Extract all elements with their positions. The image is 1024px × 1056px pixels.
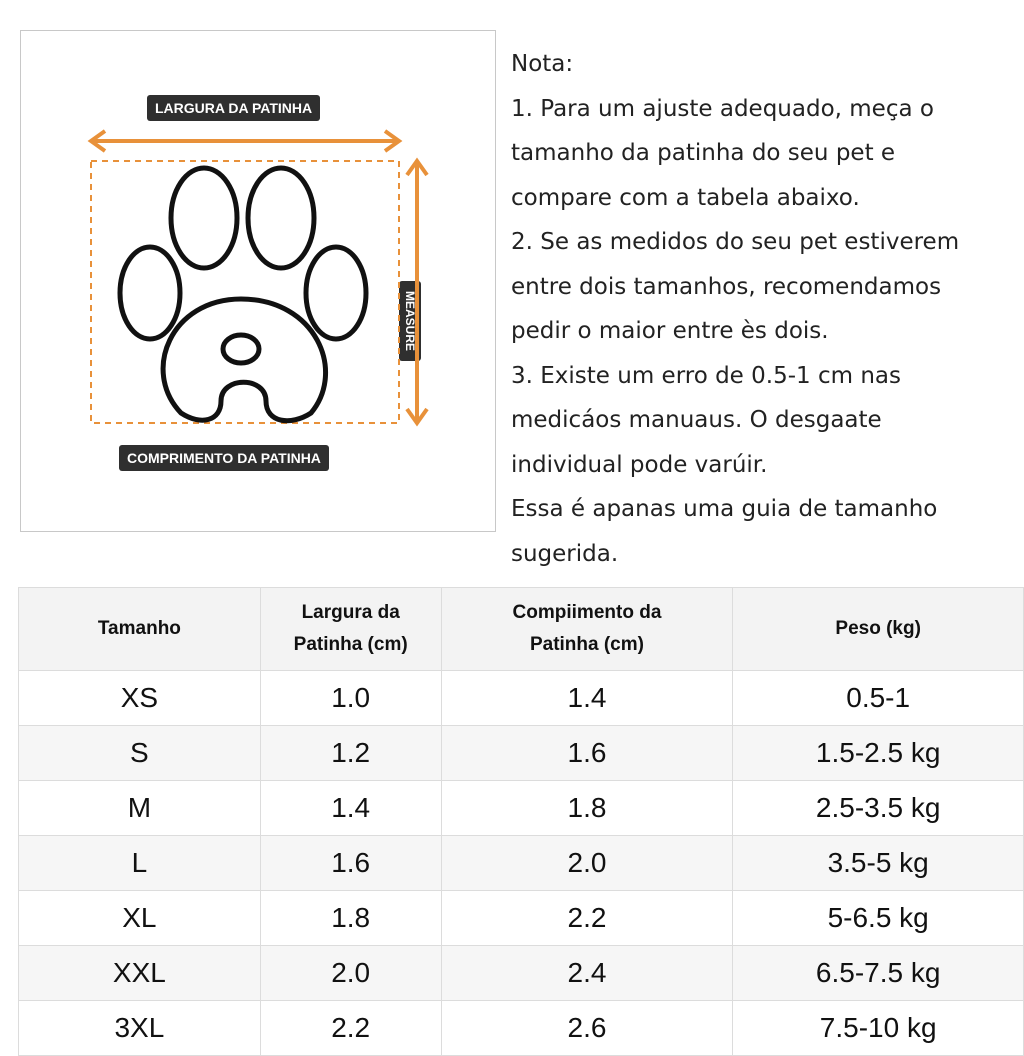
size-cell: XXL: [18, 945, 261, 1001]
header-weight: Peso (kg): [732, 587, 1024, 671]
size-cell: S: [18, 725, 261, 781]
table-row: XXL 2.0 2.4 6.5-7.5 kg: [18, 945, 1024, 1001]
width-cell: 1.6: [259, 835, 442, 891]
note-line: medicáos manuaus. O desgaate: [511, 407, 882, 433]
note-line: compare com a tabela abaixo.: [511, 184, 860, 211]
weight-cell: 3.5-5 kg: [732, 835, 1024, 891]
paw-illustration: [87, 129, 429, 427]
length-cell: 1.4: [440, 670, 734, 726]
size-cell: XL: [18, 890, 261, 946]
note-line: sugerida.: [511, 540, 619, 567]
width-cell: 2.0: [259, 945, 442, 1001]
note-line: Nota:: [511, 51, 574, 77]
weight-cell: 0.5-1: [732, 670, 1024, 726]
header-width: Largura da Patinha (cm): [259, 587, 442, 671]
width-cell: 1.2: [259, 725, 442, 781]
size-cell: 3XL: [18, 1000, 261, 1056]
header-size: Tamanho: [18, 587, 261, 671]
note-line: Essa é apanas uma guia de tamanho: [511, 496, 938, 522]
weight-cell: 1.5-2.5 kg: [732, 725, 1024, 781]
width-cell: 1.8: [259, 890, 442, 946]
length-label: COMPRIMENTO DA PATINHA: [119, 445, 329, 471]
table-row: M 1.4 1.8 2.5-3.5 kg: [18, 780, 1024, 836]
length-cell: 2.0: [440, 835, 734, 891]
note-line: 1. Para um ajuste adequado, meça o: [511, 95, 934, 122]
table-row: L 1.6 2.0 3.5-5 kg: [18, 835, 1024, 891]
note-line: individual pode varúir.: [511, 451, 768, 478]
weight-cell: 5-6.5 kg: [732, 890, 1024, 946]
note-line: 2. Se as medidos do seu pet estiverem: [511, 229, 960, 255]
length-cell: 2.6: [440, 1000, 734, 1056]
table-row: S 1.2 1.6 1.5-2.5 kg: [18, 725, 1024, 781]
length-cell: 2.2: [440, 890, 734, 946]
width-arrow: [87, 129, 403, 153]
weight-cell: 6.5-7.5 kg: [732, 945, 1024, 1001]
paw-diagram: LARGURA DA PATINHA COMPRIMENTO DA PATINH…: [20, 30, 496, 532]
length-cell: 2.4: [440, 945, 734, 1001]
weight-cell: 2.5-3.5 kg: [732, 780, 1024, 836]
width-cell: 1.4: [259, 780, 442, 836]
size-note: Nota: 1. Para um ajuste adequado, meça o…: [511, 42, 1011, 576]
length-cell: 1.8: [440, 780, 734, 836]
width-cell: 1.0: [259, 670, 442, 726]
measure-box: [90, 160, 400, 424]
width-cell: 2.2: [259, 1000, 442, 1056]
table-header: Tamanho Largura da Patinha (cm) Compiime…: [18, 587, 1024, 671]
width-label: LARGURA DA PATINHA: [147, 95, 321, 121]
table-row: XL 1.8 2.2 5-6.5 kg: [18, 890, 1024, 946]
length-cell: 1.6: [440, 725, 734, 781]
paw-icon: [117, 165, 369, 424]
length-arrow: [405, 157, 429, 427]
size-cell: XS: [18, 670, 261, 726]
weight-cell: 7.5-10 kg: [732, 1000, 1024, 1056]
note-line: 3. Existe um erro de 0.5-1 cm nas: [511, 362, 901, 389]
size-cell: M: [18, 780, 261, 836]
header-length: Compiimento da Patinha (cm): [440, 587, 734, 671]
note-line: pedir o maior entre ès dois.: [511, 318, 829, 344]
size-table: Tamanho Largura da Patinha (cm) Compiime…: [18, 587, 1024, 1056]
table-row: XS 1.0 1.4 0.5-1: [18, 670, 1024, 726]
size-cell: L: [18, 835, 261, 891]
table-row: 3XL 2.2 2.6 7.5-10 kg: [18, 1000, 1024, 1056]
note-line: entre dois tamanhos, recomendamos: [511, 273, 942, 300]
note-line: tamanho da patinha do seu pet e: [511, 140, 896, 166]
